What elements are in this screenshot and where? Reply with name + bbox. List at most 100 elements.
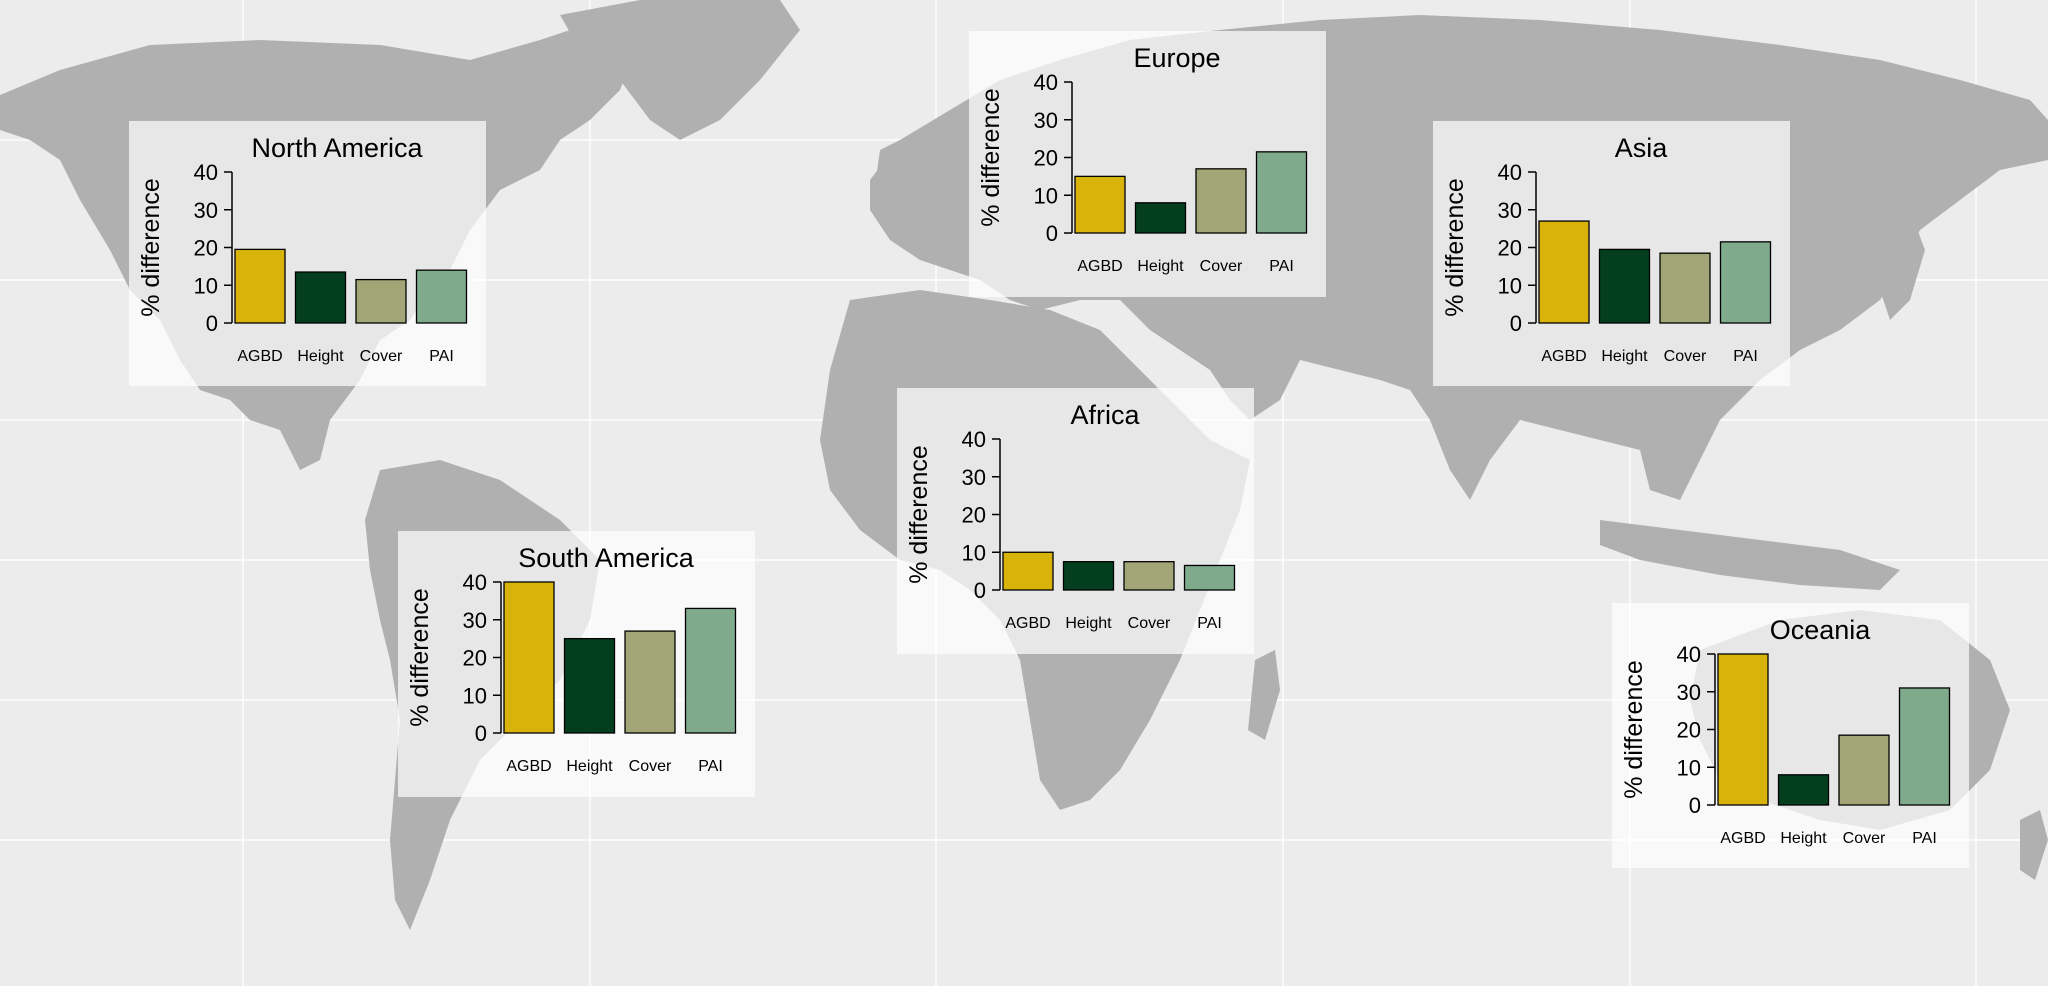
y-axis-label: % difference <box>1441 178 1469 317</box>
chart-title: South America <box>518 543 695 573</box>
bar-pai <box>415 269 468 324</box>
y-tick-label: 10 <box>1034 183 1058 208</box>
oceania-chart: Oceania % difference 0 10 20 30 40 AGBD Height Co… <box>1620 615 1951 847</box>
y-tick-label: 30 <box>962 465 986 490</box>
chart-title: Europe <box>1133 43 1220 73</box>
category-label: Cover <box>1128 615 1171 632</box>
bar-agbd <box>503 581 555 734</box>
y-axis-label: % difference <box>905 445 933 584</box>
south-america-chart: South America % difference 0 10 20 30 40 AGBD He… <box>406 543 737 775</box>
category-label: Height <box>1137 258 1184 275</box>
category-label: Cover <box>1200 258 1243 275</box>
category-label: AGBD <box>506 758 551 775</box>
y-tick-label: 40 <box>463 570 487 595</box>
y-tick-label: 20 <box>463 646 487 671</box>
y-tick-label: 20 <box>962 503 986 528</box>
y-tick-label: 40 <box>194 160 218 185</box>
y-tick-label: 20 <box>1034 146 1058 171</box>
bar-cover <box>624 630 676 734</box>
y-tick-label: 0 <box>206 311 218 336</box>
asia-panel: Asia % difference 0 10 20 30 40 AGBD Height Cover… <box>1433 121 1790 386</box>
y-tick-label: 0 <box>1510 311 1522 336</box>
category-label: Height <box>1780 830 1827 847</box>
indonesia-land <box>1600 520 1900 590</box>
bar-agbd <box>1717 653 1769 806</box>
bar-height <box>294 271 347 324</box>
greenland-land <box>560 0 800 140</box>
y-tick-label: 30 <box>1677 680 1701 705</box>
bar-pai <box>1719 241 1772 324</box>
bar-cover <box>355 278 407 324</box>
oceania-panel: Oceania % difference 0 10 20 30 40 AGBD Height Co… <box>1612 603 1969 868</box>
bar-height <box>1598 248 1651 324</box>
bar-cover <box>1195 168 1247 234</box>
chart-title: Asia <box>1615 133 1669 163</box>
chart-title: Oceania <box>1770 615 1872 645</box>
category-label: AGBD <box>1720 830 1765 847</box>
category-label: PAI <box>1197 615 1222 632</box>
category-label: PAI <box>1733 348 1758 365</box>
japan-land <box>1880 210 1925 320</box>
bar-pai <box>1183 564 1236 591</box>
y-axis-label: % difference <box>1620 660 1648 799</box>
category-label: PAI <box>429 348 454 365</box>
y-tick-label: 10 <box>194 273 218 298</box>
bar-pai <box>1255 151 1308 234</box>
bar-pai <box>1898 687 1951 806</box>
bar-height <box>1134 202 1187 234</box>
y-tick-label: 20 <box>1677 718 1701 743</box>
category-label: PAI <box>1269 258 1294 275</box>
africa-chart: Africa % difference 0 10 20 30 40 AGBD Height Cov… <box>905 400 1236 632</box>
category-label: Cover <box>1843 830 1886 847</box>
bar-agbd <box>1002 551 1054 591</box>
y-tick-label: 0 <box>974 578 986 603</box>
y-tick-label: 30 <box>1498 198 1522 223</box>
category-label: AGBD <box>1077 258 1122 275</box>
bar-agbd <box>1538 220 1590 324</box>
bar-height <box>563 637 616 734</box>
y-tick-label: 30 <box>1034 108 1058 133</box>
asia-chart: Asia % difference 0 10 20 30 40 AGBD Height Cover… <box>1441 133 1772 365</box>
bar-height <box>1777 774 1830 806</box>
y-tick-label: 30 <box>194 198 218 223</box>
uk-land <box>875 140 905 200</box>
bar-cover <box>1838 734 1890 806</box>
europe-panel: Europe % difference 0 10 20 30 40 AGBD Height Cov… <box>969 31 1326 297</box>
y-axis-label: % difference <box>977 88 1005 227</box>
y-tick-label: 10 <box>463 683 487 708</box>
y-axis-label: % difference <box>137 178 165 317</box>
y-tick-label: 10 <box>962 540 986 565</box>
category-label: AGBD <box>1541 348 1586 365</box>
category-label: Height <box>566 758 613 775</box>
africa-panel: Africa % difference 0 10 20 30 40 AGBD Height Cov… <box>897 388 1254 654</box>
y-tick-label: 40 <box>1677 642 1701 667</box>
category-label: PAI <box>1912 830 1937 847</box>
y-tick-label: 40 <box>1034 70 1058 95</box>
y-axis-label: % difference <box>406 588 434 727</box>
south-america-panel: South America % difference 0 10 20 30 40 AGBD He… <box>398 531 755 797</box>
category-label: Cover <box>1664 348 1707 365</box>
y-tick-label: 0 <box>475 721 487 746</box>
madagascar-land <box>1248 650 1280 740</box>
bar-cover <box>1659 252 1711 324</box>
bar-agbd <box>234 248 286 324</box>
y-tick-label: 0 <box>1046 221 1058 246</box>
y-tick-label: 20 <box>194 236 218 261</box>
y-tick-label: 10 <box>1498 273 1522 298</box>
bar-pai <box>684 607 737 734</box>
category-label: Height <box>1601 348 1648 365</box>
europe-chart: Europe % difference 0 10 20 30 40 AGBD Height Cov… <box>977 43 1308 275</box>
category-label: AGBD <box>237 348 282 365</box>
y-tick-label: 40 <box>962 427 986 452</box>
y-tick-label: 10 <box>1677 755 1701 780</box>
category-label: Cover <box>629 758 672 775</box>
bar-cover <box>1123 561 1175 591</box>
y-tick-label: 30 <box>463 608 487 633</box>
chart-title: North America <box>251 133 423 163</box>
category-label: Cover <box>360 348 403 365</box>
category-label: PAI <box>698 758 723 775</box>
north-america-chart: North America % difference 0 10 20 30 40 AGBD He… <box>137 133 468 365</box>
category-label: Height <box>297 348 344 365</box>
bar-height <box>1062 561 1115 591</box>
